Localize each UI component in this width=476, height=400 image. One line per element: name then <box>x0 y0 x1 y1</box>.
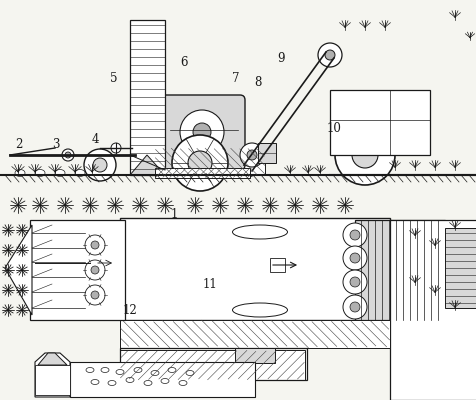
Ellipse shape <box>168 368 176 372</box>
Circle shape <box>93 158 107 172</box>
Text: 9: 9 <box>277 52 285 64</box>
Bar <box>444 228 476 308</box>
Polygon shape <box>5 225 32 315</box>
Circle shape <box>188 151 211 175</box>
Text: 12: 12 <box>122 304 137 316</box>
Circle shape <box>111 143 121 153</box>
Circle shape <box>349 253 359 263</box>
Circle shape <box>342 270 366 294</box>
Polygon shape <box>35 365 70 395</box>
Circle shape <box>85 260 105 280</box>
Bar <box>70 362 255 397</box>
Ellipse shape <box>15 170 25 176</box>
Circle shape <box>172 135 228 191</box>
Ellipse shape <box>101 368 109 372</box>
Polygon shape <box>35 353 70 397</box>
Ellipse shape <box>108 380 116 386</box>
Ellipse shape <box>134 368 142 372</box>
Ellipse shape <box>232 303 287 317</box>
Circle shape <box>179 110 224 154</box>
Circle shape <box>349 277 359 287</box>
Circle shape <box>334 125 394 185</box>
Bar <box>258 143 276 163</box>
Circle shape <box>349 230 359 240</box>
Circle shape <box>247 150 257 160</box>
Circle shape <box>244 164 251 172</box>
Circle shape <box>91 241 99 249</box>
Circle shape <box>342 295 366 319</box>
Circle shape <box>342 246 366 270</box>
Bar <box>120 320 389 348</box>
Circle shape <box>342 223 366 247</box>
Circle shape <box>91 291 99 299</box>
Bar <box>130 20 165 175</box>
Ellipse shape <box>178 380 187 386</box>
Circle shape <box>84 149 116 181</box>
Bar <box>120 218 389 320</box>
Circle shape <box>62 149 74 161</box>
Ellipse shape <box>55 170 65 176</box>
Bar <box>120 348 307 380</box>
Polygon shape <box>130 155 165 175</box>
Bar <box>30 220 125 320</box>
Ellipse shape <box>144 380 152 386</box>
Circle shape <box>351 142 377 168</box>
Ellipse shape <box>232 225 287 239</box>
Bar <box>155 168 249 178</box>
Ellipse shape <box>91 380 99 384</box>
Ellipse shape <box>35 170 45 176</box>
Circle shape <box>324 50 334 60</box>
Circle shape <box>239 143 263 167</box>
FancyBboxPatch shape <box>159 95 245 170</box>
Ellipse shape <box>151 370 159 376</box>
Text: 7: 7 <box>232 72 239 84</box>
Text: 2: 2 <box>15 138 23 150</box>
Bar <box>389 220 476 400</box>
Text: 11: 11 <box>202 278 217 290</box>
Text: 1: 1 <box>170 208 178 220</box>
Circle shape <box>317 43 341 67</box>
Circle shape <box>91 266 99 274</box>
Bar <box>269 258 284 272</box>
Circle shape <box>85 285 105 305</box>
Ellipse shape <box>75 170 85 176</box>
Ellipse shape <box>116 370 124 374</box>
Text: 8: 8 <box>253 76 261 88</box>
Ellipse shape <box>186 370 194 376</box>
Bar <box>235 348 275 363</box>
Ellipse shape <box>126 378 134 382</box>
Text: 4: 4 <box>91 133 99 146</box>
Circle shape <box>85 235 105 255</box>
Ellipse shape <box>86 368 94 372</box>
Ellipse shape <box>161 378 169 384</box>
Bar <box>354 220 444 320</box>
Text: 3: 3 <box>52 138 60 150</box>
Bar <box>120 350 304 380</box>
Circle shape <box>65 152 71 158</box>
Bar <box>155 148 265 175</box>
Circle shape <box>193 123 210 141</box>
Circle shape <box>349 302 359 312</box>
Bar <box>329 90 429 155</box>
Circle shape <box>238 159 257 177</box>
Bar <box>444 228 476 308</box>
Text: 6: 6 <box>179 56 187 68</box>
Text: 5: 5 <box>109 72 117 84</box>
Text: 10: 10 <box>326 122 341 134</box>
Polygon shape <box>38 353 67 365</box>
